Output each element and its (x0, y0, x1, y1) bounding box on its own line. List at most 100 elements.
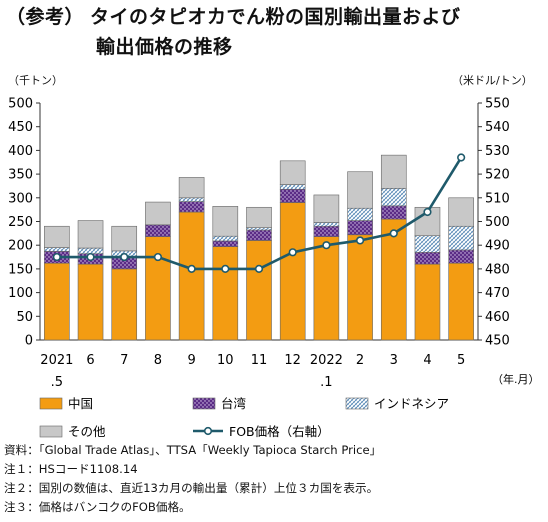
right-tick-label: 460 (485, 310, 510, 325)
bar-segment (178, 197, 205, 202)
bar-segment (414, 252, 441, 265)
x-tick-label: 9 (187, 353, 195, 368)
bar-segment (414, 235, 441, 253)
footnotes: 資料：「Global Trade Atlas」、TTSA「Weekly Tapi… (4, 441, 381, 517)
right-tick-label: 490 (485, 239, 510, 254)
left-axis-unit: （千トン） (8, 74, 63, 87)
bar-segment (313, 222, 340, 227)
x-tick-label: 2022 (310, 353, 343, 368)
bar-segment (347, 234, 373, 341)
bar-segment (380, 154, 407, 189)
legend-label: 中国 (68, 396, 93, 411)
note-1: 注１：HSコード1108.14 (4, 462, 138, 476)
fob-price-point (389, 229, 398, 238)
fob-price-point (423, 207, 432, 217)
title-tag: （参考） (6, 6, 85, 28)
x-axis-unit: （年.月） (492, 372, 540, 386)
bar-segment (279, 202, 306, 341)
bar-segment (313, 236, 340, 341)
bar-segment (448, 225, 474, 251)
bar-segment (347, 171, 373, 209)
bar-segment (178, 201, 205, 213)
right-tick-label: 510 (485, 191, 510, 206)
chart: 0 50 100 150 200 250 300 350 400 450 500 450 460 470 4… (8, 97, 540, 440)
left-tick-label: 500 (8, 97, 33, 112)
bar-segment (44, 262, 70, 341)
title-line-2: 輸出価格の推移 (96, 36, 233, 58)
x-tick-label: 5 (457, 353, 465, 368)
note-2: 注２：国別の数値は、直近13カ月の輸出量（累計）上位３カ国を表示。 (4, 481, 379, 495)
left-tick-label: 300 (8, 191, 33, 206)
bar-segment (279, 188, 306, 203)
bar-segment (111, 268, 138, 341)
x-tick-label: 6 (86, 353, 94, 368)
bar-segment (178, 211, 205, 341)
bar-segment (246, 206, 272, 228)
bar-segment (380, 188, 407, 207)
left-tick-label: 50 (16, 310, 33, 325)
right-tick-label: 540 (485, 120, 510, 135)
bar-segment (212, 235, 239, 242)
fob-price-point (153, 252, 163, 262)
bar-segment (246, 229, 272, 241)
bar-segment (279, 160, 306, 185)
bar-segment (212, 240, 239, 247)
right-tick-label: 530 (485, 144, 510, 159)
bar-segment (145, 201, 171, 226)
note-3: 注３：価格はバンコクのFOB価格。 (4, 500, 191, 514)
x-tick-label: 10 (217, 353, 234, 368)
bar-segment (448, 249, 474, 264)
bar-segment (414, 263, 441, 341)
legend-swatch (192, 397, 216, 410)
bar-segment (145, 236, 171, 341)
fob-price-point (322, 241, 331, 250)
fob-price-point (86, 252, 95, 262)
bar-segment (77, 263, 104, 341)
x-tick-label: 2 (356, 353, 364, 368)
right-tick-label: 500 (485, 215, 510, 230)
legend-label: その他 (68, 424, 106, 439)
bar-segment (111, 225, 138, 252)
legend-swatch (39, 397, 63, 410)
legend-label: FOB価格（右軸） (229, 424, 330, 439)
bar-segment (145, 224, 171, 237)
fob-price-point (254, 264, 264, 274)
left-tick-label: 200 (8, 239, 33, 254)
x-tick-label: 11 (251, 353, 268, 368)
legend-line-marker (203, 426, 213, 436)
x-tick-label: 7 (120, 353, 128, 368)
bar-segment (448, 197, 474, 227)
bar-segment (44, 225, 70, 248)
fob-price-point (288, 248, 297, 257)
right-tick-label: 520 (485, 168, 510, 183)
bar-segment (246, 240, 272, 341)
bar-segment (313, 194, 340, 223)
bar-segment (178, 177, 205, 199)
fob-price-point (120, 252, 129, 262)
x-tick-label: 3 (390, 353, 398, 368)
left-tick-label: 350 (8, 168, 33, 183)
bar-segment (313, 225, 340, 237)
bar-segment (246, 227, 272, 231)
bar-segment (44, 247, 70, 252)
right-tick-label: 550 (485, 97, 510, 112)
bar-segment (212, 206, 239, 237)
legend-label: 台湾 (221, 396, 246, 411)
right-tick-label: 470 (485, 286, 510, 301)
left-tick-label: 100 (8, 286, 33, 301)
bar-segment (347, 220, 373, 236)
fob-price-point (355, 236, 365, 245)
note-source: 資料：「Global Trade Atlas」、TTSA「Weekly Tapi… (4, 443, 382, 457)
x-tick-sublabel: .5 (51, 375, 63, 390)
x-tick-label: 8 (154, 353, 162, 368)
left-tick-label: 0 (25, 334, 33, 349)
bar-segment (380, 205, 407, 220)
bar-segment (448, 262, 474, 341)
left-tick-label: 150 (8, 262, 33, 277)
title-line-1: タイのタピオカでん粉の国別輸出量および (90, 6, 461, 28)
fob-price-point (52, 252, 61, 262)
chart-title: （参考） タイのタピオカでん粉の国別輸出量および 輸出価格の推移 (6, 2, 461, 62)
fob-price-point (221, 264, 230, 274)
x-tick-sublabel: .1 (320, 375, 332, 390)
left-tick-label: 400 (8, 144, 33, 159)
